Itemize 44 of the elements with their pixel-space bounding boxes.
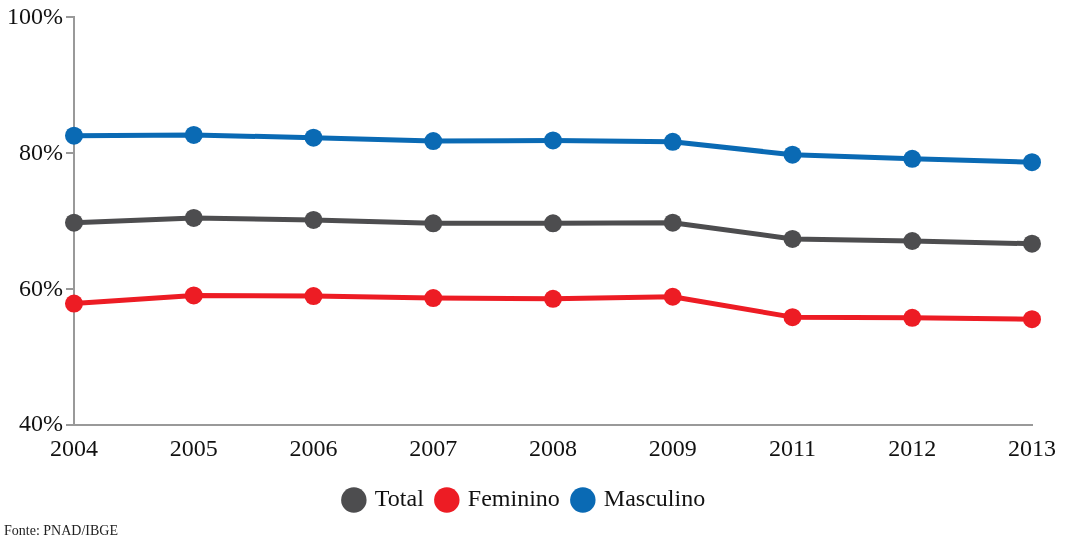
point xyxy=(1023,234,1041,253)
point xyxy=(783,229,802,248)
point xyxy=(184,208,203,227)
x-tick-label: 2004 xyxy=(49,434,98,461)
y-tick-label: 80% xyxy=(18,138,63,165)
point xyxy=(663,213,682,232)
point xyxy=(64,294,83,313)
source-note: Fonte: PNAD/IBGE xyxy=(3,522,119,540)
x-tick-label: 2013 xyxy=(1008,434,1056,461)
x-tick-label: 2009 xyxy=(648,434,697,461)
point xyxy=(903,232,922,251)
legend-label: Feminino xyxy=(467,485,560,512)
point xyxy=(424,214,443,233)
point xyxy=(1023,153,1041,172)
x-tick-label: 2007 xyxy=(409,434,458,461)
x-tick-label: 2006 xyxy=(289,434,338,461)
y-tick-label: 60% xyxy=(18,274,63,301)
point xyxy=(903,308,922,327)
x-tick-label: 2011 xyxy=(768,434,817,461)
point xyxy=(304,287,323,306)
point xyxy=(783,145,802,164)
point xyxy=(663,287,682,306)
legend-label: Total xyxy=(374,485,425,512)
point xyxy=(64,126,83,145)
y-tick-label: 100% xyxy=(6,2,63,29)
point xyxy=(184,286,203,305)
point xyxy=(304,128,323,147)
point xyxy=(424,132,443,151)
point xyxy=(903,149,922,168)
legend-label: Masculino xyxy=(603,485,706,512)
point xyxy=(544,214,562,233)
point xyxy=(424,289,443,308)
point xyxy=(184,125,203,144)
point xyxy=(783,308,802,327)
x-tick-label: 2005 xyxy=(169,434,218,461)
x-tick-label: 2012 xyxy=(888,434,937,461)
point xyxy=(663,132,682,151)
point xyxy=(544,131,562,150)
point xyxy=(64,213,83,232)
point xyxy=(544,289,562,308)
point xyxy=(1023,310,1041,329)
point xyxy=(304,210,323,229)
y-tick-label: 40% xyxy=(18,410,63,437)
x-tick-label: 2008 xyxy=(529,434,577,461)
